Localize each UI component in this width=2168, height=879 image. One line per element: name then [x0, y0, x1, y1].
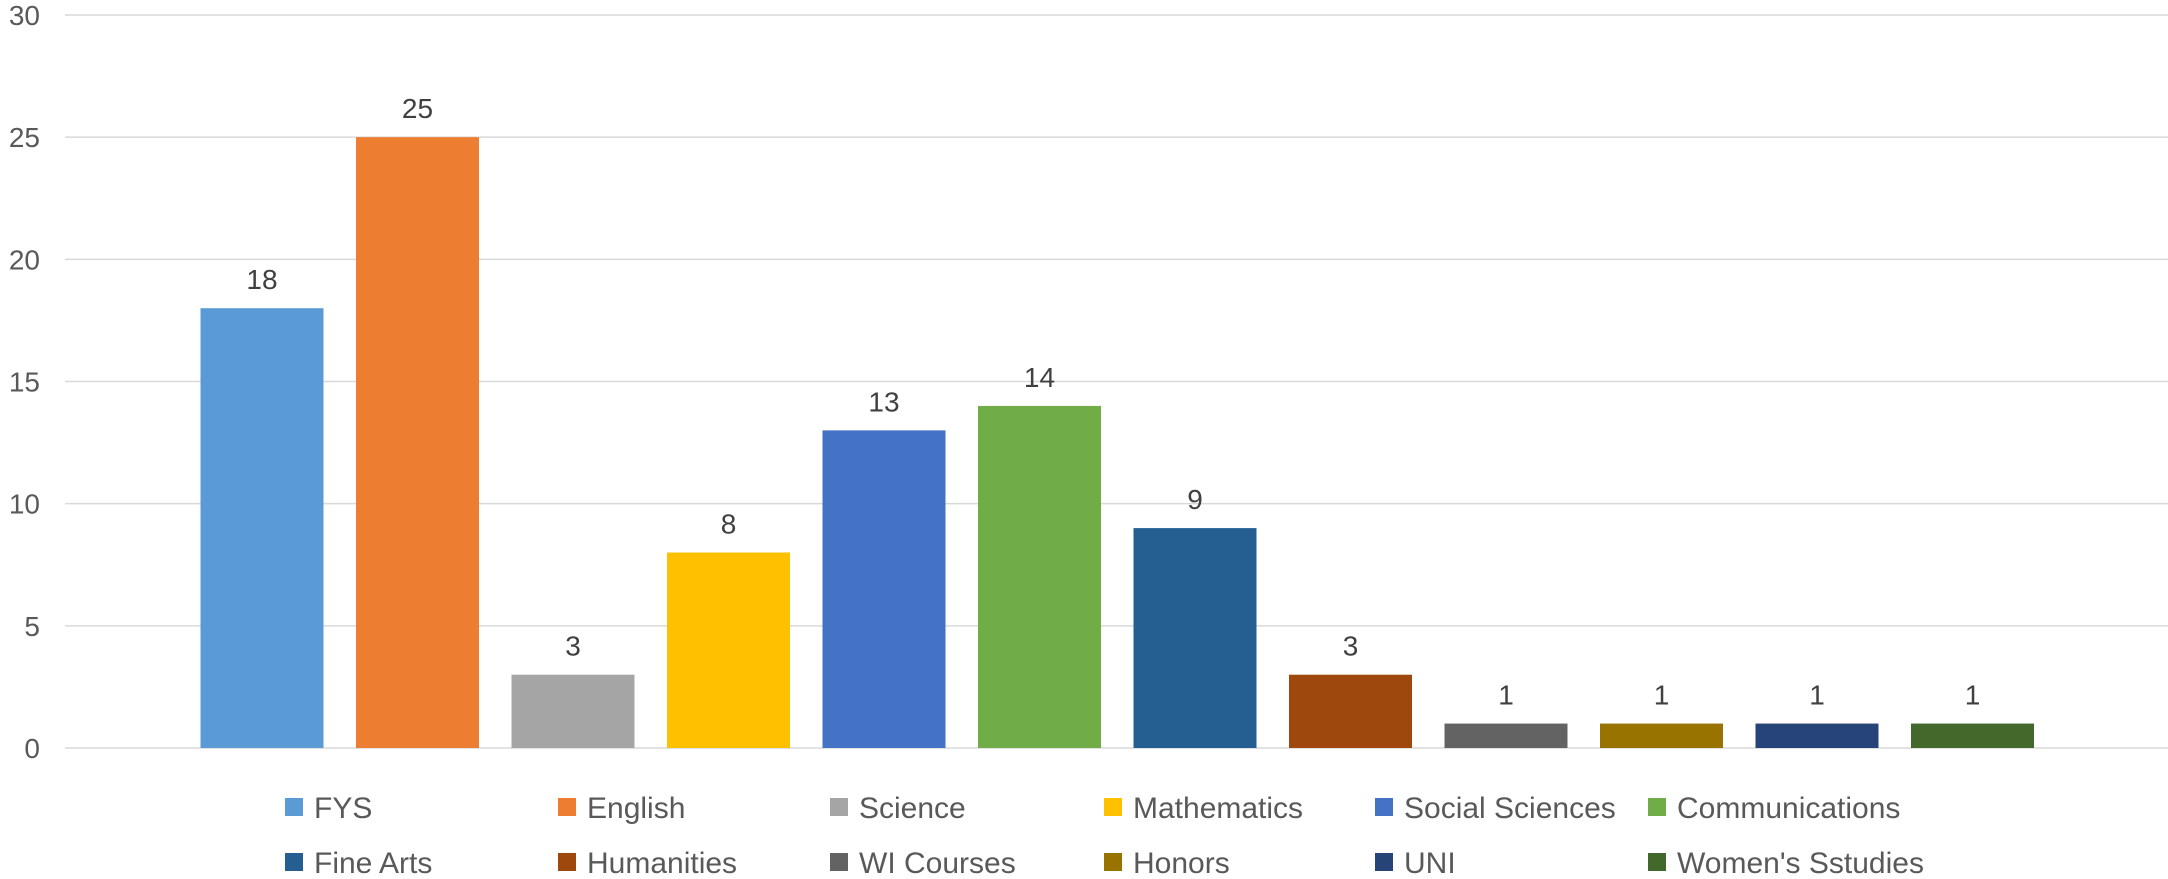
legend-item: Honors	[1104, 847, 1230, 879]
legend-item: UNI	[1375, 847, 1456, 879]
legend-swatch	[830, 798, 848, 816]
bar	[511, 674, 635, 748]
legend-swatch	[1104, 853, 1122, 871]
legend-item: FYS	[285, 792, 372, 825]
legend-item: Science	[830, 792, 966, 825]
legend-swatch	[1648, 853, 1666, 871]
y-tick-label: 25	[9, 122, 40, 153]
bar	[978, 405, 1101, 748]
bar	[356, 137, 479, 748]
legend-item: WI Courses	[830, 847, 1016, 879]
bar	[1600, 723, 1723, 748]
legend-label: Mathematics	[1133, 792, 1303, 825]
y-tick-label: 5	[24, 611, 40, 642]
data-label: 18	[246, 264, 277, 295]
legend-swatch	[830, 853, 848, 871]
data-labels: 18 25 3 8 13 14 9 3 1 1 1 1	[246, 93, 1980, 710]
legend-label: Communications	[1677, 792, 1900, 825]
data-label: 25	[402, 93, 433, 124]
y-tick-label: 10	[9, 489, 40, 520]
data-label: 8	[721, 509, 737, 540]
bar	[1911, 723, 2034, 748]
y-tick-label: 20	[9, 244, 40, 275]
data-label: 3	[565, 631, 581, 662]
bar	[822, 430, 946, 748]
legend-label: English	[587, 792, 685, 825]
legend-label: Honors	[1133, 847, 1230, 879]
bar	[1133, 528, 1257, 748]
y-tick-label: 0	[24, 733, 40, 764]
legend-label: Science	[859, 792, 966, 825]
legend-label: Fine Arts	[314, 847, 432, 879]
legend-item: Humanities	[558, 847, 737, 879]
legend-label: Social Sciences	[1404, 792, 1616, 825]
legend-item: Fine Arts	[285, 847, 432, 879]
legend-label: FYS	[314, 792, 372, 825]
legend-item: English	[558, 792, 685, 825]
data-label: 1	[1498, 680, 1514, 711]
data-label: 9	[1187, 484, 1203, 515]
data-label: 14	[1024, 362, 1055, 393]
legend-swatch	[558, 798, 576, 816]
legend-swatch	[1648, 798, 1666, 816]
data-label: 1	[1654, 680, 1670, 711]
legend-swatch	[285, 798, 303, 816]
y-tick-label: 30	[9, 0, 40, 31]
legend-label: WI Courses	[859, 847, 1016, 879]
legend-item: Mathematics	[1104, 792, 1303, 825]
legend-swatch	[285, 853, 303, 871]
legend-label: UNI	[1404, 847, 1456, 879]
legend-label: Humanities	[587, 847, 737, 879]
legend-swatch	[1104, 798, 1122, 816]
bar	[1444, 723, 1568, 748]
legend-item: Communications	[1648, 792, 1900, 825]
legend-swatch	[1375, 853, 1393, 871]
data-label: 1	[1965, 680, 1981, 711]
bars	[200, 137, 2034, 748]
data-label: 13	[868, 386, 899, 417]
bar	[667, 552, 790, 748]
legend-swatch	[1375, 798, 1393, 816]
y-tick-label: 15	[9, 367, 40, 398]
legend-label: Women's Sstudies	[1677, 847, 1924, 879]
bar	[1289, 674, 1412, 748]
bar	[200, 308, 324, 748]
legend-item: Social Sciences	[1375, 792, 1616, 825]
y-axis-ticks: 0 5 10 15 20 25 30	[9, 0, 40, 764]
legend-swatch	[558, 853, 576, 871]
bar	[1755, 723, 1879, 748]
data-label: 1	[1809, 680, 1825, 711]
legend: FYS English Science Mathematics Social Scien…	[285, 792, 1924, 879]
data-label: 3	[1343, 631, 1359, 662]
legend-item: Women's Sstudies	[1648, 847, 1924, 879]
